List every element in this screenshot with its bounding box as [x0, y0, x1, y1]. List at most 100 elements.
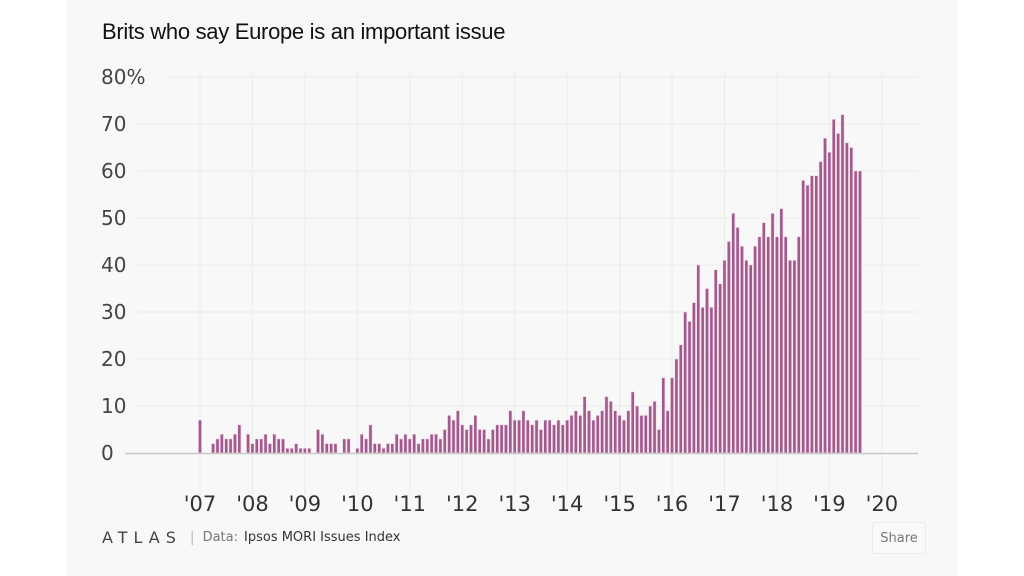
bar [648, 405, 653, 454]
y-tick-label: 40 [101, 253, 126, 277]
bar [840, 114, 845, 454]
bar [705, 288, 709, 454]
atlas-logo[interactable]: ATLAS [102, 528, 182, 547]
bar [521, 410, 526, 454]
bar [556, 419, 561, 454]
bar [613, 410, 618, 454]
bar [246, 433, 250, 454]
bar [233, 433, 237, 454]
bar [329, 443, 334, 454]
bar [757, 236, 762, 454]
bar [539, 429, 543, 454]
bar [495, 424, 500, 454]
x-tick-label: '15 [603, 492, 636, 516]
bar [818, 161, 823, 454]
bar [451, 419, 456, 454]
bar [403, 433, 408, 454]
bar [268, 443, 272, 454]
bar [608, 400, 613, 454]
bar [477, 429, 482, 454]
bar [381, 447, 386, 454]
bar [342, 438, 347, 454]
bar [316, 429, 320, 454]
bar [661, 377, 666, 454]
bar [372, 443, 377, 454]
y-tick-label: 80% [101, 65, 145, 89]
bar [412, 433, 417, 454]
source-text: Ipsos MORI Issues Index [244, 530, 401, 545]
bar [709, 306, 714, 454]
bar [547, 419, 552, 454]
x-tick-label: '16 [656, 492, 689, 516]
bar [473, 415, 478, 454]
bar [582, 396, 587, 454]
bar [525, 419, 530, 454]
bar [827, 151, 832, 454]
footer-separator: | [189, 529, 195, 546]
x-tick-label: '09 [289, 492, 322, 516]
bar [740, 245, 744, 454]
y-tick-label: 10 [101, 394, 126, 418]
x-tick-label: '20 [866, 492, 899, 516]
bar [512, 419, 517, 454]
bar [687, 321, 692, 454]
x-tick-label: '11 [394, 492, 427, 516]
bar [285, 447, 290, 454]
bar [499, 424, 504, 454]
bar [254, 438, 259, 454]
bar [364, 438, 368, 454]
bar [796, 236, 801, 454]
bar [587, 410, 591, 454]
bar [657, 429, 661, 454]
x-tick-label: '07 [184, 492, 217, 516]
bar [652, 400, 657, 454]
bar [726, 241, 731, 454]
bar [783, 236, 788, 454]
bar [272, 433, 277, 454]
bar [224, 438, 229, 454]
bar [779, 208, 784, 454]
bar [591, 419, 596, 454]
bar [626, 410, 631, 454]
bar [674, 358, 679, 454]
bar [753, 245, 757, 454]
bar [814, 175, 819, 454]
chart-title: Brits who say Europe is an important iss… [102, 19, 506, 44]
bar [565, 419, 570, 454]
bar [504, 424, 508, 454]
bar [469, 424, 473, 454]
bar [639, 415, 644, 454]
bar [810, 175, 814, 454]
bar [276, 438, 281, 454]
share-button[interactable]: Share [872, 522, 926, 554]
x-tick-label: '10 [341, 492, 374, 516]
bar [464, 429, 469, 454]
bar [259, 438, 264, 454]
bar [429, 433, 434, 454]
bar [294, 443, 299, 454]
bar [748, 264, 753, 454]
bar [460, 424, 465, 454]
y-tick-label: 20 [101, 347, 126, 371]
bar [281, 438, 285, 454]
bar [569, 415, 574, 454]
bar [198, 419, 202, 454]
bar [805, 184, 810, 454]
bar [421, 438, 425, 454]
bar [622, 419, 626, 454]
bar [600, 410, 605, 454]
footer: ATLAS | Data: Ipsos MORI Issues Index [102, 528, 400, 547]
bar [250, 443, 255, 454]
bar [390, 443, 395, 454]
bar [359, 433, 364, 454]
bar [447, 415, 452, 454]
bar [438, 438, 443, 454]
bar [298, 447, 303, 454]
bar [530, 424, 535, 454]
bar [713, 269, 718, 454]
bar [836, 133, 841, 454]
bar [761, 222, 766, 454]
source-label: Data: [202, 530, 238, 545]
x-tick-label: '08 [236, 492, 269, 516]
